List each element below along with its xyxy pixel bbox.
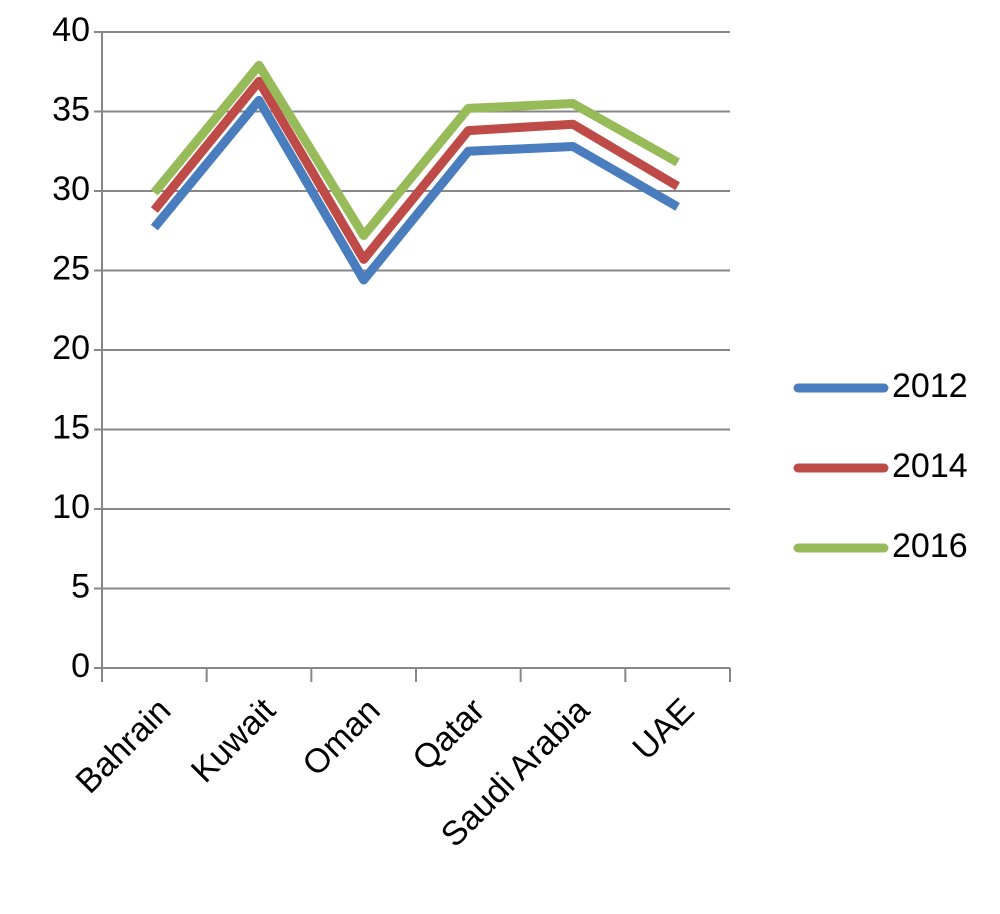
y-tick-label: 10: [52, 488, 90, 526]
y-tick-label: 35: [52, 90, 90, 128]
series-line: [150, 76, 680, 264]
x-tick-label: UAE: [625, 691, 701, 767]
legend-label: 2016: [892, 527, 968, 565]
legend-label: 2012: [892, 367, 968, 405]
x-tick-label: Qatar: [405, 691, 492, 778]
y-tick-label: 0: [71, 647, 90, 685]
x-tick-label: Bahrain: [69, 691, 179, 801]
legend-label: 2014: [892, 447, 968, 485]
series-line: [150, 95, 680, 285]
y-tick-label: 40: [52, 11, 90, 49]
y-tick-label: 30: [52, 170, 90, 208]
series-line: [150, 60, 680, 241]
y-tick-label: 20: [52, 329, 90, 367]
y-tick-label: 25: [52, 249, 90, 287]
x-tick-label: Oman: [295, 691, 387, 783]
y-tick-label: 15: [52, 408, 90, 446]
x-tick-label: Kuwait: [184, 691, 283, 790]
y-tick-label: 5: [71, 567, 90, 605]
